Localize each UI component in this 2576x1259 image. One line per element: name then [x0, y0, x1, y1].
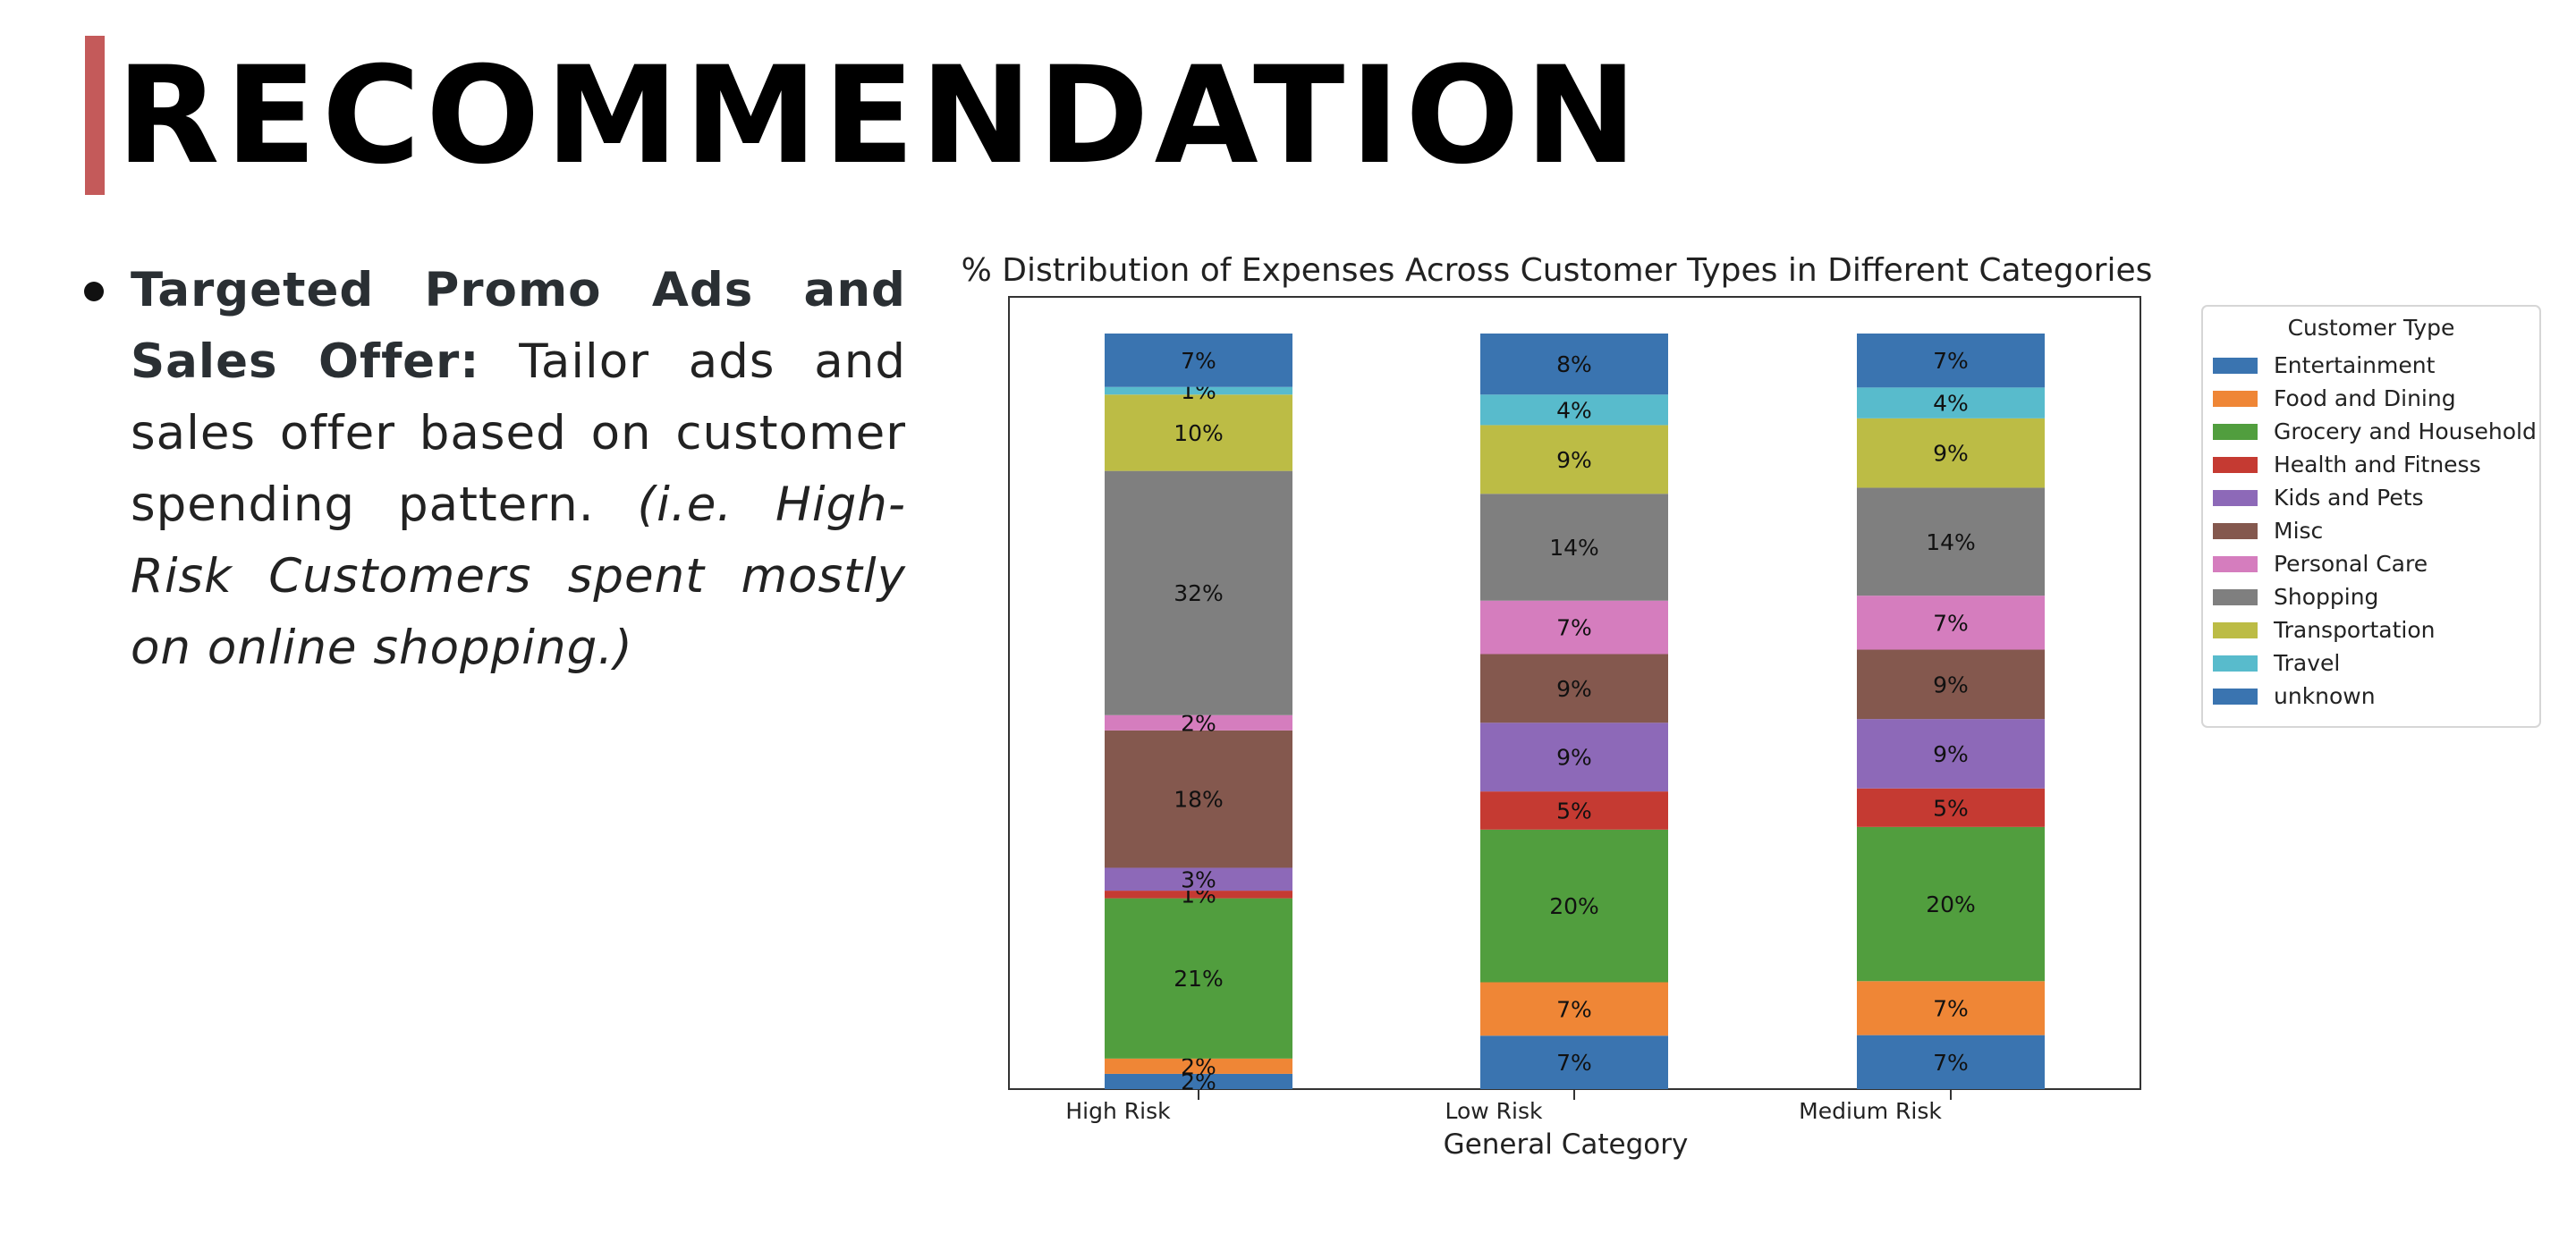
bar-segment-medium-risk-travel	[1857, 387, 2045, 418]
legend-swatch-personal-care	[2213, 556, 2258, 572]
data-label-low-risk-shopping: 14%	[1549, 535, 1599, 561]
bar-segment-low-risk-kids-and-pets	[1480, 722, 1668, 792]
data-label-low-risk-food-and-dining: 7%	[1556, 996, 1592, 1022]
bar-segment-medium-risk-kids-and-pets	[1857, 719, 2045, 789]
data-label-low-risk-health-and-fitness: 5%	[1556, 798, 1592, 824]
bullet-lead: Targeted Promo Ads and Sales Offer:	[131, 263, 906, 389]
legend-title: Customer Type	[2288, 315, 2455, 341]
bar-segment-low-risk-health-and-fitness	[1480, 791, 1668, 830]
bar-segment-medium-risk-shopping	[1857, 487, 2045, 596]
data-label-medium-risk-misc: 9%	[1933, 672, 1969, 697]
bar-segment-medium-risk-transportation	[1857, 418, 2045, 488]
data-label-low-risk-unknown: 8%	[1556, 351, 1592, 377]
bar-segment-low-risk-transportation	[1480, 425, 1668, 494]
bar-segment-medium-risk-personal-care	[1857, 596, 2045, 650]
data-label-low-risk-kids-and-pets: 9%	[1556, 745, 1592, 771]
chart-title: % Distribution of Expenses Across Custom…	[962, 252, 2153, 289]
legend-label-food-and-dining: Food and Dining	[2274, 385, 2456, 411]
bullet-item: Targeted Promo Ads and Sales Offer: Tail…	[79, 255, 906, 684]
legend-swatch-travel	[2213, 655, 2258, 672]
data-label-medium-risk-food-and-dining: 7%	[1933, 995, 1969, 1021]
bar-segment-high-risk-kids-and-pets	[1105, 867, 1292, 891]
bar-segment-low-risk-grocery-and-household	[1480, 829, 1668, 983]
legend-label-entertainment: Entertainment	[2274, 352, 2436, 378]
data-label-low-risk-travel: 4%	[1556, 397, 1592, 423]
bar-segment-medium-risk-health-and-fitness	[1857, 788, 2045, 827]
legend-label-unknown: unknown	[2274, 683, 2376, 709]
bullet-dot-icon	[84, 282, 104, 301]
bullet-note: (i.e. High-Risk Customers spent mostly o…	[131, 477, 906, 675]
bar-segment-high-risk-entertainment	[1105, 1073, 1292, 1089]
legend-swatch-health-and-fitness	[2213, 457, 2258, 473]
legend-swatch-unknown	[2213, 689, 2258, 705]
data-label-high-risk-grocery-and-household: 21%	[1174, 966, 1224, 992]
data-label-low-risk-transportation: 9%	[1556, 447, 1592, 473]
legend-swatch-shopping	[2213, 589, 2258, 605]
title-accent-bar	[85, 36, 105, 195]
bar-segment-low-risk-unknown	[1480, 334, 1668, 395]
bar-segment-high-risk-travel	[1105, 386, 1292, 395]
legend-label-transportation: Transportation	[2273, 617, 2436, 643]
bar-segment-high-risk-shopping	[1105, 470, 1292, 715]
x-tick-label-high-risk: High Risk	[1065, 1098, 1171, 1124]
data-label-medium-risk-health-and-fitness: 5%	[1933, 795, 1969, 821]
bar-segment-low-risk-food-and-dining	[1480, 982, 1668, 1036]
bar-segment-high-risk-unknown	[1105, 334, 1292, 387]
data-label-medium-risk-unknown: 7%	[1933, 348, 1969, 374]
legend-swatch-kids-and-pets	[2213, 490, 2258, 506]
bar-segment-medium-risk-unknown	[1857, 334, 2045, 388]
x-tick-label-low-risk: Low Risk	[1445, 1098, 1544, 1124]
data-label-low-risk-misc: 9%	[1556, 676, 1592, 702]
x-axis-label: General Category	[1444, 1128, 1689, 1161]
data-label-high-risk-transportation: 10%	[1174, 420, 1224, 446]
bar-segment-medium-risk-grocery-and-household	[1857, 826, 2045, 982]
legend-label-shopping: Shopping	[2274, 584, 2378, 610]
data-label-medium-risk-shopping: 14%	[1926, 529, 1976, 555]
data-label-medium-risk-grocery-and-household: 20%	[1926, 891, 1976, 917]
bar-segment-high-risk-transportation	[1105, 394, 1292, 471]
legend-box	[2201, 305, 2541, 728]
data-label-medium-risk-personal-care: 7%	[1933, 610, 1969, 636]
bar-segment-high-risk-personal-care	[1105, 714, 1292, 731]
bar-segment-low-risk-travel	[1480, 394, 1668, 426]
data-label-medium-risk-travel: 4%	[1933, 391, 1969, 417]
data-label-high-risk-unknown: 7%	[1181, 348, 1216, 374]
legend-label-misc: Misc	[2274, 518, 2323, 544]
x-tick-label-medium-risk: Medium Risk	[1799, 1098, 1942, 1124]
data-label-medium-risk-kids-and-pets: 9%	[1933, 741, 1969, 767]
data-label-low-risk-grocery-and-household: 20%	[1549, 893, 1599, 919]
bar-segment-low-risk-entertainment	[1480, 1035, 1668, 1089]
bullet-body: Tailor ads and sales offer based on cust…	[131, 334, 907, 532]
bar-segment-low-risk-personal-care	[1480, 600, 1668, 655]
legend-label-kids-and-pets: Kids and Pets	[2274, 485, 2424, 511]
bar-segment-medium-risk-entertainment	[1857, 1035, 2045, 1089]
data-label-medium-risk-entertainment: 7%	[1933, 1050, 1969, 1076]
legend-swatch-food-and-dining	[2213, 391, 2258, 407]
legend-label-travel: Travel	[2273, 650, 2340, 676]
data-label-high-risk-shopping: 32%	[1174, 580, 1224, 606]
data-label-high-risk-misc: 18%	[1174, 787, 1224, 813]
bar-segment-medium-risk-misc	[1857, 649, 2045, 720]
legend-swatch-transportation	[2213, 622, 2258, 638]
data-label-low-risk-personal-care: 7%	[1556, 615, 1592, 641]
slide-title: RECOMMENDATION	[116, 38, 1643, 194]
bar-segment-low-risk-shopping	[1480, 494, 1668, 601]
bar-segment-low-risk-misc	[1480, 654, 1668, 723]
bar-segment-high-risk-health-and-fitness	[1105, 891, 1292, 899]
legend-label-health-and-fitness: Health and Fitness	[2274, 452, 2481, 477]
legend-label-personal-care: Personal Care	[2274, 551, 2428, 577]
data-label-low-risk-entertainment: 7%	[1556, 1050, 1592, 1076]
legend-swatch-misc	[2213, 523, 2258, 539]
data-label-medium-risk-transportation: 9%	[1933, 441, 1969, 467]
data-label-high-risk-kids-and-pets: 3%	[1181, 866, 1216, 892]
bar-segment-high-risk-grocery-and-household	[1105, 898, 1292, 1059]
legend-swatch-grocery-and-household	[2213, 424, 2258, 440]
bar-segment-high-risk-food-and-dining	[1105, 1058, 1292, 1074]
bar-segment-high-risk-misc	[1105, 730, 1292, 868]
bullet-list: Targeted Promo Ads and Sales Offer: Tail…	[79, 255, 906, 684]
legend-swatch-entertainment	[2213, 358, 2258, 374]
bar-segment-medium-risk-food-and-dining	[1857, 981, 2045, 1035]
legend-label-grocery-and-household: Grocery and Household	[2274, 418, 2537, 444]
